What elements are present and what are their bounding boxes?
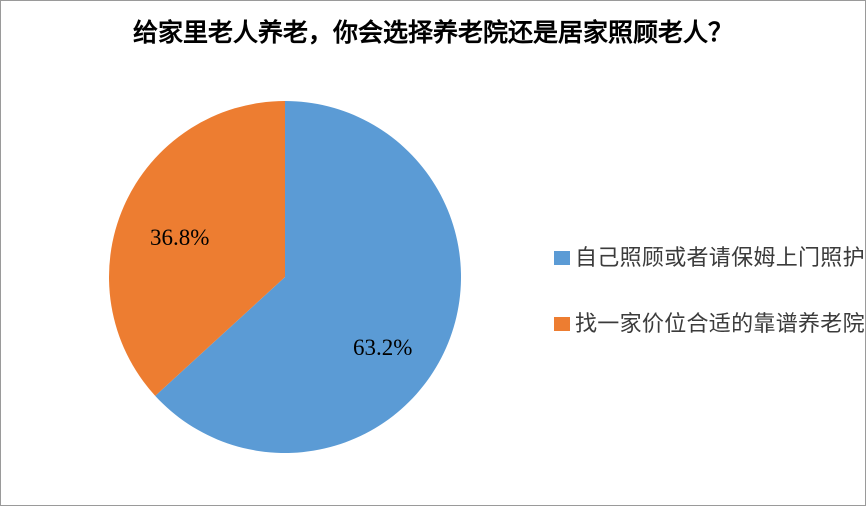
pie-slice-label-self-care: 63.2%	[353, 335, 413, 360]
pie-slice-self-care[interactable]	[155, 101, 462, 453]
legend-label-nursing-home: 找一家价位合适的靠谱养老院	[575, 311, 865, 336]
chart-title: 给家里老人养老，你会选择养老院还是居家照顾老人？	[132, 20, 733, 47]
legend-label-self-care: 自己照顾或者请保姆上门照护	[575, 245, 865, 270]
legend-item-self-care[interactable]: 自己照顾或者请保姆上门照护	[554, 225, 865, 291]
pie-slice-label-nursing-home: 36.8%	[150, 225, 210, 250]
legend-item-nursing-home[interactable]: 找一家价位合适的靠谱养老院	[554, 291, 865, 357]
pie-graphic	[109, 101, 462, 453]
chart-legend: 自己照顾或者请保姆上门照护 找一家价位合适的靠谱养老院	[554, 225, 865, 357]
pie-slice-nursing-home[interactable]	[109, 101, 286, 396]
legend-swatch-icon-blue	[554, 251, 570, 265]
legend-swatch-icon-orange	[554, 317, 570, 331]
